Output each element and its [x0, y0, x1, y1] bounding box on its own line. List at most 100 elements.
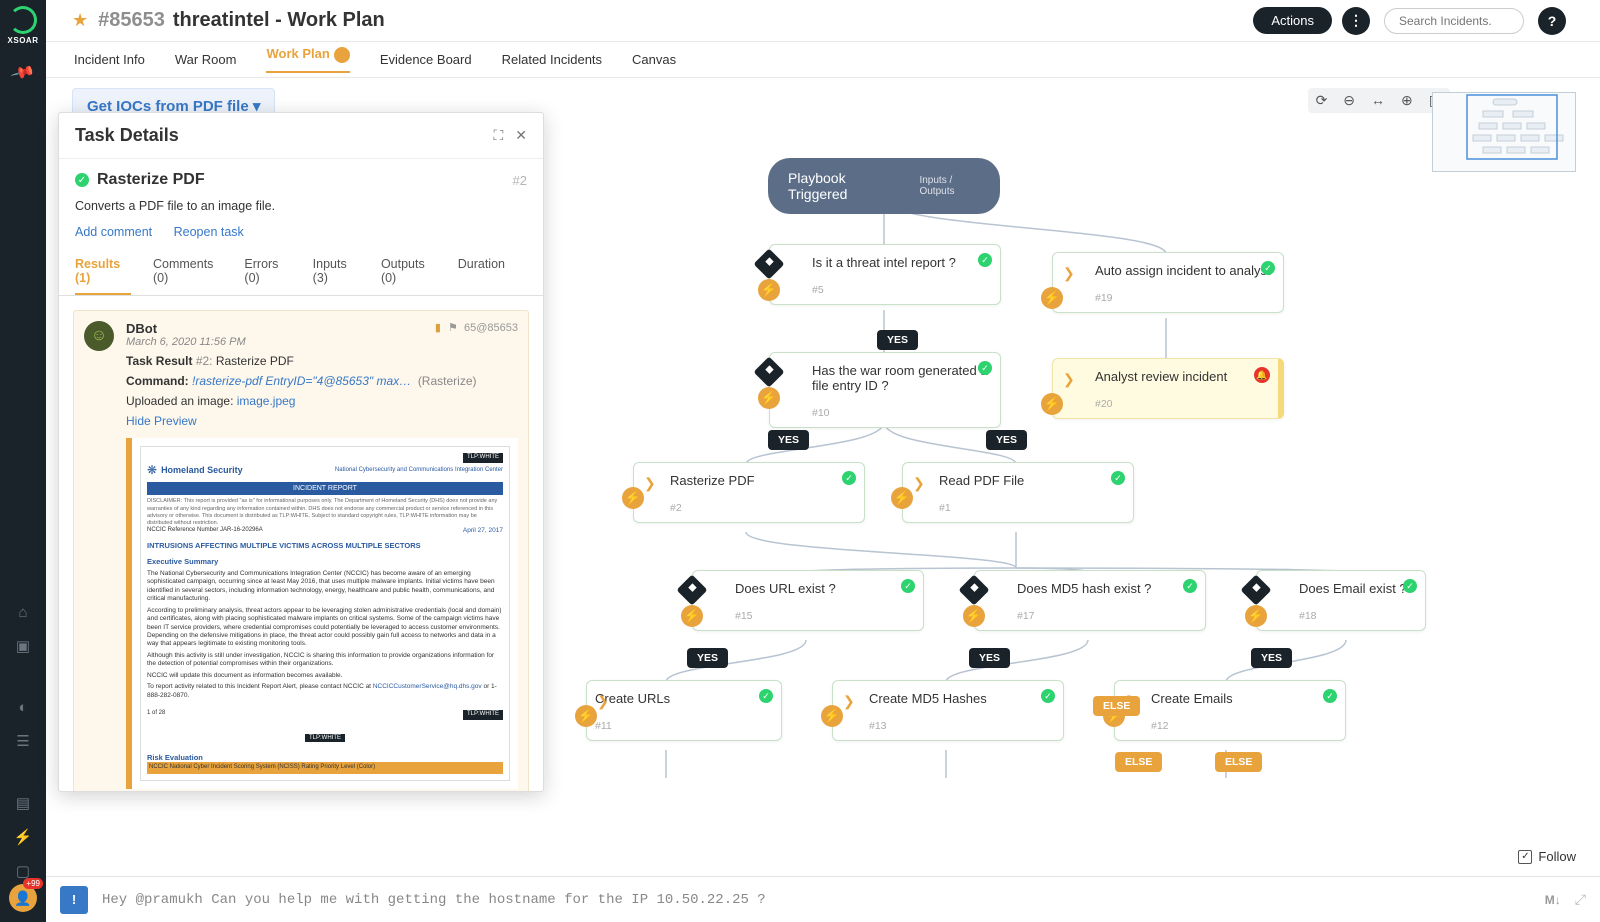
panel-header: Task Details ⛶ ✕	[59, 113, 543, 159]
left-rail: XSOAR 📌 ⌂ ▣ ◐ ☰ ▤ ⚡ ▢ ⚙ 👤 +99	[0, 0, 46, 922]
palette-icon[interactable]: ◐	[18, 699, 27, 716]
node-title: Create URLs	[595, 691, 769, 706]
sliders-icon[interactable]: ☰	[16, 732, 29, 750]
pin-icon[interactable]: 📌	[9, 59, 36, 86]
result-card: ☺ ▮ ⚑ 65@85653 DBot March 6, 2020 11:56 …	[73, 310, 529, 791]
bolt-icon: ⚡	[821, 705, 843, 727]
ptab-duration[interactable]: Duration	[458, 249, 505, 295]
tab-related-incidents[interactable]: Related Incidents	[502, 52, 602, 67]
ptab-results[interactable]: Results (1)	[75, 249, 131, 295]
follow-checkbox[interactable]: ✓	[1518, 850, 1532, 864]
else-pill: ELSE	[1215, 752, 1262, 772]
flow-node[interactable]: ⚡✓Does Email exist ?#18	[1256, 570, 1426, 631]
node-tag: #15	[735, 610, 911, 622]
node-tag: #18	[1299, 610, 1413, 622]
bolt-icon: ⚡	[575, 705, 597, 727]
diamond-icon	[753, 248, 784, 279]
entry-ref: ▮ ⚑ 65@85653	[435, 321, 518, 334]
flow-node[interactable]: ❯⚡✓Auto assign incident to analyst#19	[1052, 252, 1284, 313]
else-pill: ELSE	[1115, 752, 1162, 772]
flow-node[interactable]: ⚡✓Is it a threat intel report ?#5	[769, 244, 1001, 305]
refresh-icon[interactable]: ⟳	[1316, 92, 1328, 109]
more-button[interactable]: ⋮	[1342, 7, 1370, 35]
status-ok-icon: ✓	[1261, 261, 1275, 275]
flow-node[interactable]: ❯⚡🔔Analyst review incident#20	[1052, 358, 1284, 419]
incident-id: #85653	[98, 9, 165, 32]
zoom-in-icon[interactable]: ⊕	[1401, 92, 1413, 109]
status-ok-icon: ✓	[1323, 689, 1337, 703]
fit-icon[interactable]: ↔	[1371, 92, 1385, 109]
expand-input-icon[interactable]: ⤢	[1575, 891, 1586, 908]
bolt-icon: ⚡	[891, 487, 913, 509]
ptab-errors[interactable]: Errors (0)	[244, 249, 290, 295]
book-icon[interactable]: ▤	[16, 794, 30, 812]
bolt-icon: ⚡	[758, 279, 780, 301]
brand-text: XSOAR	[8, 36, 39, 45]
assignee-icon	[334, 47, 350, 63]
close-icon[interactable]: ✕	[515, 127, 527, 144]
node-tag: #19	[1095, 292, 1271, 304]
nav-tabs: Incident Info War Room Work Plan Evidenc…	[46, 42, 1600, 78]
tab-evidence-board[interactable]: Evidence Board	[380, 52, 472, 67]
preview-box: TLP:WHITE ❋ Homeland Security National C…	[126, 438, 518, 789]
task-description: Converts a PDF file to an image file.	[75, 199, 527, 213]
flag-icon: ⚑	[448, 322, 458, 334]
flow-node[interactable]: ❯⚡✓Create URLs#11	[586, 680, 782, 741]
yes-pill: YES	[877, 330, 918, 350]
bolt-icon[interactable]: ⚡	[14, 828, 33, 846]
flow-node[interactable]: ❯⚡✓Read PDF File#1	[902, 462, 1134, 523]
alert-icon: 🔔	[1254, 367, 1270, 383]
status-ok-icon: ✓	[1041, 689, 1055, 703]
tab-incident-info[interactable]: Incident Info	[74, 52, 145, 67]
ptab-comments[interactable]: Comments (0)	[153, 249, 222, 295]
bolt-icon: ⚡	[758, 387, 780, 409]
trigger-label: Playbook Triggered	[788, 170, 891, 202]
yes-pill: YES	[768, 430, 809, 450]
node-tag: #2	[670, 502, 852, 514]
actions-button[interactable]: Actions	[1253, 7, 1332, 34]
flow-node[interactable]: ❯⚡✓Create Emails#12	[1114, 680, 1346, 741]
dashboard-icon[interactable]: ▣	[16, 637, 30, 655]
add-comment-link[interactable]: Add comment	[75, 225, 152, 239]
page-title: threatintel - Work Plan	[173, 9, 385, 32]
zoom-out-icon[interactable]: ⊖	[1343, 92, 1355, 109]
node-tag: #17	[1017, 610, 1193, 622]
home-icon[interactable]: ⌂	[18, 604, 27, 621]
task-result-label: Task Result	[126, 354, 192, 368]
search-input[interactable]	[1384, 8, 1524, 34]
dbot-avatar: ☺	[84, 321, 114, 351]
diamond-icon	[753, 356, 784, 387]
ptab-outputs[interactable]: Outputs (0)	[381, 249, 436, 295]
tab-canvas[interactable]: Canvas	[632, 52, 676, 67]
expand-icon[interactable]: ⛶	[493, 127, 503, 144]
minimap[interactable]	[1432, 92, 1576, 172]
notif-badge: +99	[23, 878, 43, 889]
diamond-icon	[1240, 574, 1271, 605]
command-input[interactable]: Hey @pramukh Can you help me with gettin…	[102, 892, 1545, 908]
reopen-task-link[interactable]: Reopen task	[174, 225, 244, 239]
flow-node[interactable]: ⚡✓Does URL exist ?#15	[692, 570, 924, 631]
hide-preview-link[interactable]: Hide Preview	[126, 414, 197, 428]
command-label: Command:	[126, 374, 189, 388]
follow-toggle[interactable]: ✓ Follow	[1518, 849, 1576, 864]
flow-node[interactable]: ❯⚡✓Rasterize PDF#2	[633, 462, 865, 523]
flow-node[interactable]: ⚡✓Does MD5 hash exist ?#17	[974, 570, 1206, 631]
bolt-icon: ⚡	[1245, 605, 1267, 627]
node-tag: #5	[812, 284, 988, 296]
markdown-icon[interactable]: M↓	[1545, 893, 1561, 907]
command-trigger-icon[interactable]: !	[60, 886, 88, 914]
user-avatar[interactable]: 👤 +99	[9, 884, 37, 912]
status-ok-icon: ✓	[842, 471, 856, 485]
task-number: #2	[513, 173, 527, 188]
flow-node[interactable]: ⚡✓Has the war room generated a file entr…	[769, 352, 1001, 428]
bolt-icon: ⚡	[963, 605, 985, 627]
flow-node[interactable]: ❯⚡✓Create MD5 Hashes#13	[832, 680, 1064, 741]
star-icon[interactable]: ★	[72, 10, 88, 31]
ptab-inputs[interactable]: Inputs (3)	[313, 249, 359, 295]
help-button[interactable]: ?	[1538, 7, 1566, 35]
tab-war-room[interactable]: War Room	[175, 52, 237, 67]
node-trigger[interactable]: Playbook Triggered Inputs / Outputs	[768, 158, 1000, 214]
brand-logo[interactable]	[9, 6, 37, 34]
tab-work-plan[interactable]: Work Plan	[266, 46, 349, 73]
uploaded-file-link[interactable]: image.jpeg	[237, 394, 296, 408]
